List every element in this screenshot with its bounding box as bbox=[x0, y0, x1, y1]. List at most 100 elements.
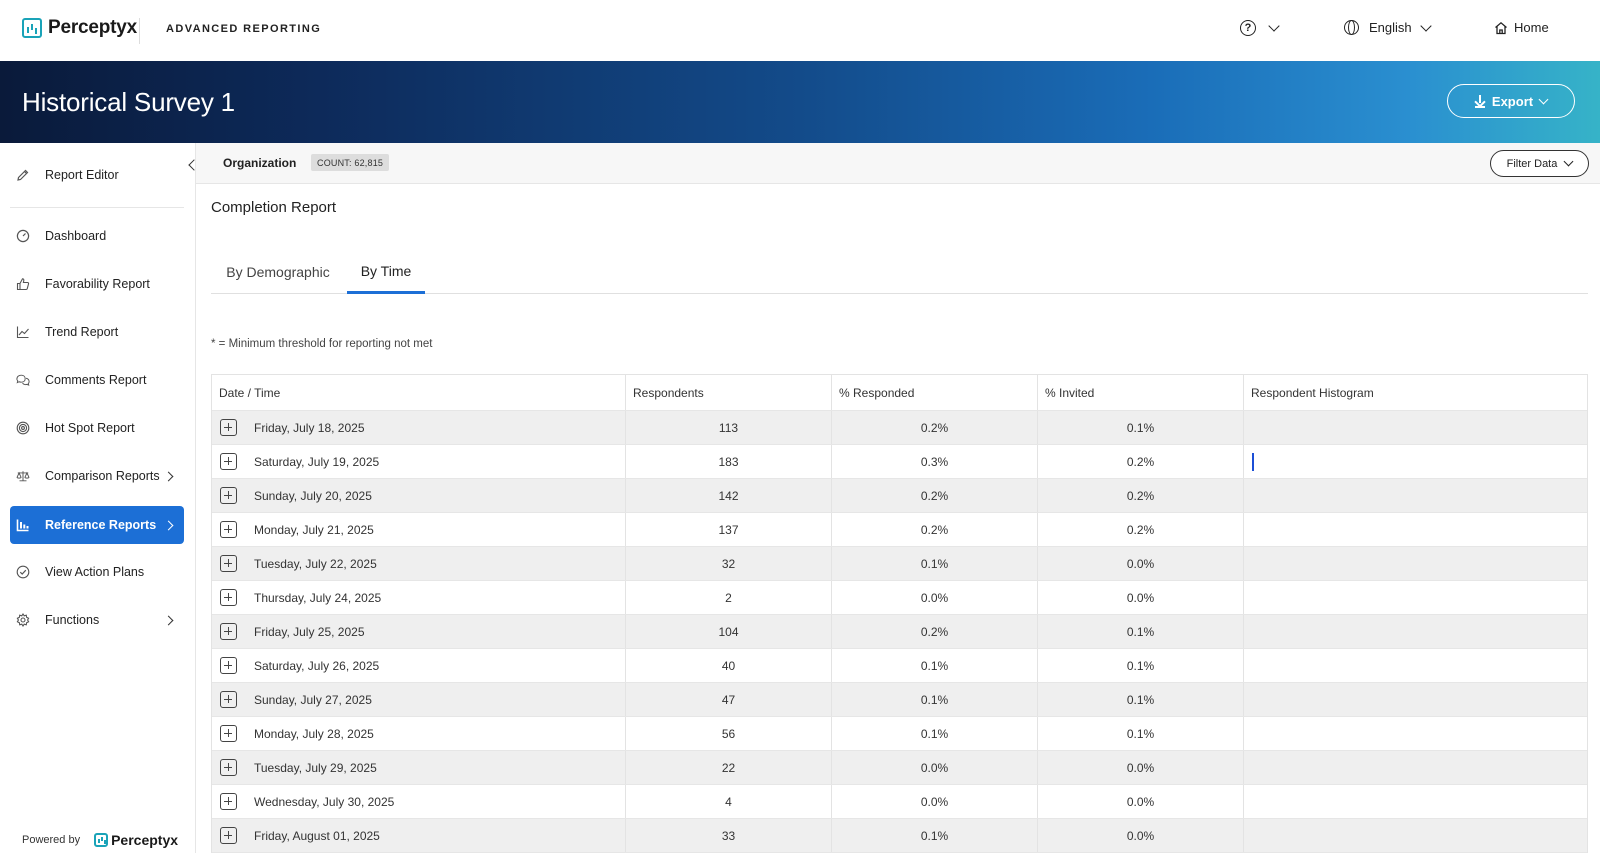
percent-responded-cell: 0.2% bbox=[832, 513, 1038, 546]
column-header-percent-invited[interactable]: % Invited bbox=[1038, 375, 1244, 410]
expand-row-icon[interactable] bbox=[220, 657, 237, 674]
expand-row-icon[interactable] bbox=[220, 691, 237, 708]
sidebar-item-comments-report[interactable]: Comments Report bbox=[10, 361, 184, 399]
table-row: Thursday, July 24, 2025 2 0.0% 0.0% bbox=[212, 581, 1587, 615]
percent-responded-cell: 0.2% bbox=[832, 411, 1038, 444]
sidebar-item-dashboard[interactable]: Dashboard bbox=[10, 217, 184, 255]
respondents-cell: 104 bbox=[626, 615, 832, 648]
respondents-cell: 2 bbox=[626, 581, 832, 614]
chat-bubbles-icon bbox=[16, 373, 30, 387]
topbar-divider bbox=[139, 18, 140, 44]
logo-chart-icon bbox=[94, 833, 109, 847]
percent-responded-cell: 0.0% bbox=[832, 581, 1038, 614]
expand-row-icon[interactable] bbox=[220, 589, 237, 606]
date-label: Saturday, July 26, 2025 bbox=[254, 658, 380, 673]
percent-invited-cell: 0.0% bbox=[1038, 547, 1244, 580]
percent-responded-cell: 0.1% bbox=[832, 649, 1038, 682]
percent-responded-cell: 0.1% bbox=[832, 717, 1038, 750]
respondents-cell: 56 bbox=[626, 717, 832, 750]
sidebar-item-label: Comparison Reports bbox=[45, 469, 160, 483]
sidebar-item-reference-reports[interactable]: Reference Reports bbox=[10, 506, 184, 544]
table-row: Friday, August 01, 2025 33 0.1% 0.0% bbox=[212, 819, 1587, 853]
column-header-respondents[interactable]: Respondents bbox=[626, 375, 832, 410]
sidebar-item-label: Comments Report bbox=[45, 373, 147, 387]
sidebar-item-trend-report[interactable]: Trend Report bbox=[10, 313, 184, 351]
percent-invited-cell: 0.1% bbox=[1038, 649, 1244, 682]
percent-invited-cell: 0.1% bbox=[1038, 411, 1244, 444]
percent-invited-cell: 0.1% bbox=[1038, 717, 1244, 750]
expand-row-icon[interactable] bbox=[220, 725, 237, 742]
percent-responded-cell: 0.2% bbox=[832, 479, 1038, 512]
column-header-percent-responded[interactable]: % Responded bbox=[832, 375, 1038, 410]
expand-row-icon[interactable] bbox=[220, 759, 237, 776]
histogram-cell bbox=[1244, 411, 1587, 444]
sidebar-item-label: Report Editor bbox=[45, 168, 119, 182]
percent-invited-cell: 0.0% bbox=[1038, 785, 1244, 818]
histogram-cell bbox=[1244, 819, 1587, 852]
bar-chart-icon bbox=[16, 518, 30, 532]
tab-by-demographic[interactable]: By Demographic bbox=[226, 264, 330, 280]
histogram-cell bbox=[1244, 615, 1587, 648]
powered-by-label: Powered by bbox=[22, 834, 81, 846]
sidebar-item-hot-spot-report[interactable]: Hot Spot Report bbox=[10, 409, 184, 447]
histogram-cell bbox=[1244, 445, 1587, 478]
expand-row-icon[interactable] bbox=[220, 453, 237, 470]
sidebar-divider bbox=[10, 207, 184, 208]
thumbs-up-icon bbox=[16, 277, 30, 291]
completion-table: Date / Time Respondents % Responded % In… bbox=[211, 374, 1588, 853]
expand-row-icon[interactable] bbox=[220, 793, 237, 810]
histogram-bar bbox=[1252, 453, 1254, 471]
date-cell: Sunday, July 20, 2025 bbox=[212, 479, 626, 512]
powered-brand-text: Perceptyx bbox=[111, 832, 179, 848]
expand-row-icon[interactable] bbox=[220, 521, 237, 538]
table-row: Monday, July 21, 2025 137 0.2% 0.2% bbox=[212, 513, 1587, 547]
chevron-right-icon bbox=[163, 471, 174, 481]
home-link[interactable]: Home bbox=[1494, 20, 1549, 35]
filter-data-label: Filter Data bbox=[1506, 157, 1558, 170]
home-label: Home bbox=[1514, 20, 1549, 35]
histogram-cell bbox=[1244, 547, 1587, 580]
date-cell: Monday, July 28, 2025 bbox=[212, 717, 626, 750]
help-menu-button[interactable]: ? bbox=[1240, 20, 1280, 36]
sidebar-item-view-action-plans[interactable]: View Action Plans bbox=[10, 553, 184, 591]
sidebar-item-label: Reference Reports bbox=[45, 518, 157, 532]
table-row: Sunday, July 27, 2025 47 0.1% 0.1% bbox=[212, 683, 1587, 717]
export-label: Export bbox=[1491, 93, 1534, 109]
date-label: Tuesday, July 29, 2025 bbox=[254, 760, 377, 775]
expand-row-icon[interactable] bbox=[220, 555, 237, 572]
gauge-icon bbox=[16, 229, 30, 243]
table-row: Sunday, July 20, 2025 142 0.2% 0.2% bbox=[212, 479, 1587, 513]
percent-invited-cell: 0.0% bbox=[1038, 819, 1244, 852]
language-selector[interactable]: English bbox=[1344, 19, 1432, 35]
filter-data-button[interactable]: Filter Data bbox=[1490, 150, 1589, 177]
tab-by-time[interactable]: By Time bbox=[347, 250, 425, 294]
sidebar-item-label: Dashboard bbox=[45, 229, 107, 243]
export-button[interactable]: Export bbox=[1447, 84, 1575, 118]
chevron-down-icon bbox=[1538, 94, 1549, 104]
expand-row-icon[interactable] bbox=[220, 419, 237, 436]
percent-responded-cell: 0.0% bbox=[832, 785, 1038, 818]
perceptyx-logo[interactable]: Perceptyx bbox=[22, 17, 137, 39]
expand-row-icon[interactable] bbox=[220, 827, 237, 844]
filter-bar: Organization COUNT: 62,815 Filter Data bbox=[196, 143, 1600, 184]
sidebar-item-functions[interactable]: Functions bbox=[10, 601, 184, 639]
table-row: Saturday, July 26, 2025 40 0.1% 0.1% bbox=[212, 649, 1587, 683]
page-title: Historical Survey 1 bbox=[22, 87, 235, 117]
column-header-date-time[interactable]: Date / Time bbox=[212, 375, 626, 410]
sidebar-item-comparison-reports[interactable]: Comparison Reports bbox=[10, 457, 184, 495]
percent-responded-cell: 0.1% bbox=[832, 547, 1038, 580]
respondents-cell: 33 bbox=[626, 819, 832, 852]
check-circle-icon bbox=[16, 565, 30, 579]
percent-responded-cell: 0.0% bbox=[832, 751, 1038, 784]
sidebar-item-favorability-report[interactable]: Favorability Report bbox=[10, 265, 184, 303]
edit-icon bbox=[16, 168, 30, 182]
sidebar bbox=[0, 143, 196, 853]
respondents-cell: 137 bbox=[626, 513, 832, 546]
organization-label: Organization bbox=[223, 156, 297, 170]
expand-row-icon[interactable] bbox=[220, 623, 237, 640]
sidebar-item-report-editor[interactable]: Report Editor bbox=[10, 156, 184, 194]
date-cell: Thursday, July 24, 2025 bbox=[212, 581, 626, 614]
threshold-note: * = Minimum threshold for reporting not … bbox=[211, 338, 433, 350]
date-cell: Friday, August 01, 2025 bbox=[212, 819, 626, 852]
expand-row-icon[interactable] bbox=[220, 487, 237, 504]
